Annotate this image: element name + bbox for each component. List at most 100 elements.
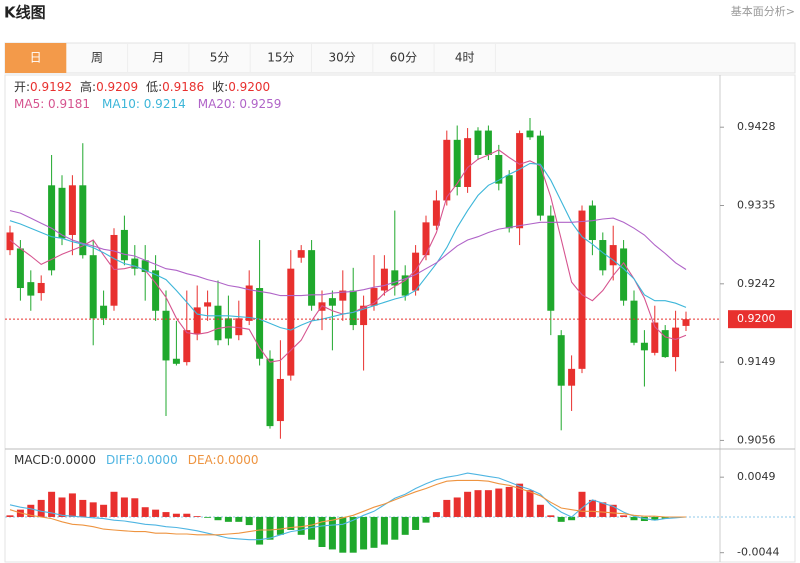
candle-body [276,378,284,422]
ma-legend: MA5: 0.9181 MA10: 0.9214 MA20: 0.9259 [14,97,281,111]
candle-body [360,305,368,326]
macd-bar [204,516,212,518]
candle-body [68,185,76,235]
candle-body [630,300,638,343]
tab[interactable]: 30分 [329,51,356,65]
macd-bar [401,516,409,535]
legend-entry: MACD:0.0000 [14,453,96,467]
macd-bar [89,502,97,517]
info-value: 0.9186 [162,80,204,94]
candle-body [37,282,45,294]
chart-frame [4,74,796,563]
macd-bar [37,499,45,517]
macd-legend: MACD:0.0000 DIFF:0.0000 DEA:0.0000 [14,453,259,467]
macd-bar [152,509,160,517]
macd-bar [651,516,659,521]
macd-bar [474,490,482,517]
candle-body [536,135,544,216]
candle-body [172,358,180,364]
macd-bar [370,516,378,548]
y-tick-label: 0.9149 [737,355,776,368]
ma-line [9,162,687,331]
candle-body [672,327,680,358]
macd-bar [495,488,503,517]
macd-bar [58,497,66,517]
info-label: 收: [212,80,228,94]
info-value: 0.9200 [228,80,270,94]
candle-body [516,133,524,229]
tab[interactable]: 月 [152,51,164,65]
macd-bar [557,516,565,522]
candle-body [297,250,305,258]
macd-bar [287,516,295,530]
tab[interactable]: 15分 [267,51,294,65]
macd-bar [432,512,440,517]
macd-bar [172,513,180,517]
tab[interactable]: 4时 [455,51,475,65]
candle-body [349,290,357,326]
candle-body [287,268,295,376]
y-tick-label: 0.9428 [737,120,776,133]
macd-bar [588,499,596,517]
macd-line [9,479,686,536]
macd-bar [79,499,87,517]
macd-bar [266,516,274,540]
macd-bar [110,491,118,517]
tab[interactable]: 周 [91,51,103,65]
macd-bar [661,516,669,519]
ohlc-info: 开:0.9192 高:0.9209 低:0.9186 收:0.9200 [14,79,270,94]
candle-body [6,232,14,251]
macd-bar [224,516,232,522]
candle-body [578,210,586,369]
macd-bar [599,502,607,517]
macd-bar [235,516,243,522]
info-label: 低: [146,80,162,94]
candle-body [640,342,648,351]
macd-bar [120,497,128,517]
macd-bar [27,504,35,517]
candle-body [79,185,87,256]
tab[interactable]: 5分 [210,51,230,65]
tab[interactable]: 日 [30,51,42,65]
macd-bar [620,515,628,517]
y-tick-label: 0.9335 [737,199,776,212]
current-price-label: 0.9200 [737,312,776,325]
macd-bar [453,497,461,517]
candle-body [609,245,617,266]
candle-body [495,154,503,184]
macd-bar [193,516,201,517]
info-label: 高: [80,79,96,94]
ma-line [9,210,687,297]
legend-entry: DIFF:0.0000 [106,453,178,467]
macd-bar [360,516,368,550]
candle-body [214,305,222,341]
tab-bar [4,42,796,74]
analysis-link[interactable]: 基本面分析> [731,4,795,18]
candle-body [110,234,118,306]
candle-body [152,270,160,311]
candle-body [256,288,264,359]
candle-body [682,319,690,326]
macd-bar [526,490,534,517]
macd-bar [297,516,305,535]
candle-body [661,330,669,358]
macd-bar [547,515,555,517]
macd-bar [391,516,399,540]
y-tick-label: 0.0049 [737,470,776,483]
candle-body [339,290,347,301]
candle-body [599,240,607,271]
macd-bar [609,504,617,517]
info-value: 0.9192 [30,80,72,94]
current-price-tag [728,310,792,329]
candle-body [526,130,534,138]
candle-body [162,310,170,361]
macd-bar [516,483,524,517]
candle-body [224,318,232,339]
candle-body [245,285,253,321]
tab[interactable]: 60分 [390,51,417,65]
info-value: 0.9209 [96,80,138,94]
candle-body [141,260,149,273]
candle-body [412,252,420,291]
macd-bar [412,516,420,530]
